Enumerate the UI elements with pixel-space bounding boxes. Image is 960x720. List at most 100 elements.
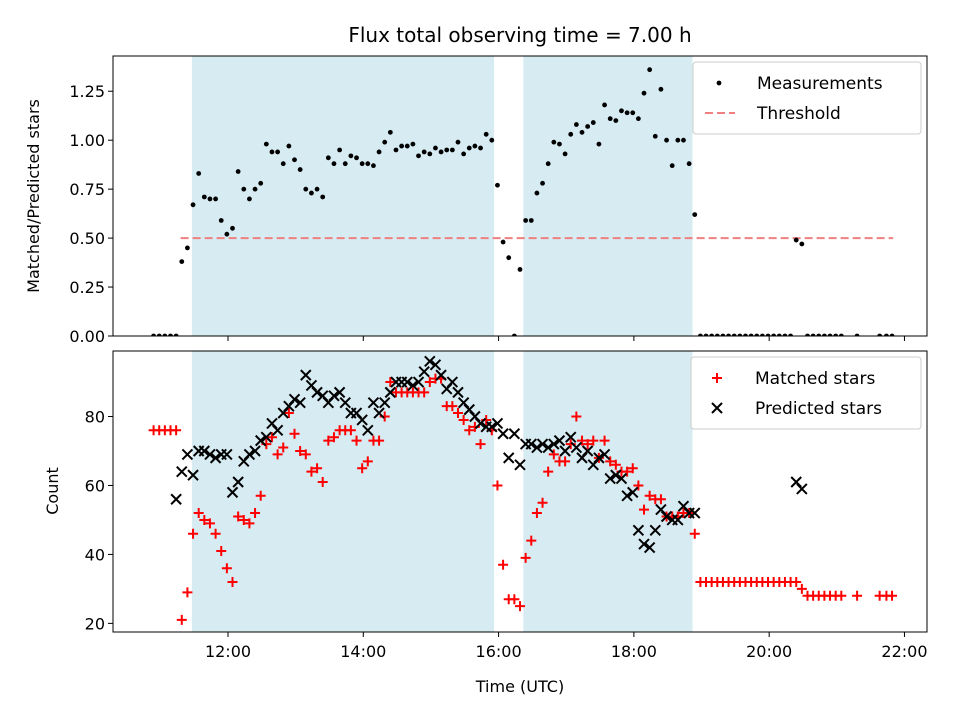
matched-stars-point xyxy=(605,456,616,467)
measurement-point xyxy=(218,218,224,223)
y-tick-label: 1.25 xyxy=(69,82,105,101)
legend-measurements-marker xyxy=(716,80,722,86)
predicted-stars-point xyxy=(542,441,554,454)
measurement-point xyxy=(449,147,455,153)
predicted-stars-point xyxy=(260,431,273,443)
predicted-stars-point xyxy=(491,417,504,430)
measurement-point xyxy=(354,155,359,161)
legend: Matched stars Predicted stars xyxy=(690,356,922,430)
predicted-stars-point xyxy=(508,428,521,440)
matched-stars-point xyxy=(266,432,277,443)
measurement-point xyxy=(630,110,636,116)
measurement-point xyxy=(726,333,731,336)
x-tick-label: 16:00 xyxy=(476,642,522,661)
matched-stars-point xyxy=(210,528,221,539)
predicted-stars-point xyxy=(249,445,261,457)
predicted-stars-point xyxy=(486,421,498,433)
predicted-stars-point xyxy=(638,538,650,550)
measurement-point xyxy=(692,212,698,218)
matched-stars-point xyxy=(887,590,898,601)
matched-stars-point xyxy=(577,435,588,446)
bottom-panel-xlabel: Time (UTC) xyxy=(475,677,564,696)
predicted-stars-point xyxy=(418,365,430,378)
predicted-stars-point xyxy=(559,445,571,457)
measurement-point xyxy=(833,333,839,336)
measurement-point xyxy=(731,333,737,336)
measurement-point xyxy=(517,267,523,272)
matched-stars-point xyxy=(204,518,215,529)
plot-area xyxy=(151,67,895,336)
x-tick-label: 22:00 xyxy=(881,642,927,661)
measurement-point xyxy=(213,196,218,202)
measurement-point xyxy=(168,333,173,336)
predicted-stars-point xyxy=(621,490,633,502)
observing-window-1 xyxy=(191,351,495,632)
measurement-point xyxy=(201,194,207,200)
matched-stars-point xyxy=(537,497,548,508)
measurement-point xyxy=(224,231,230,237)
predicted-stars-point xyxy=(294,397,306,409)
predicted-stars-point xyxy=(288,393,301,405)
matched-stars-point xyxy=(283,408,294,419)
predicted-stars-point xyxy=(429,359,442,371)
legend-label: Measurements xyxy=(757,74,883,94)
measurement-point xyxy=(720,333,726,336)
legend-box xyxy=(692,61,922,135)
measurement-point xyxy=(162,333,168,336)
measurement-point xyxy=(371,163,376,169)
predicted-stars-point xyxy=(271,424,284,437)
matched-stars-point xyxy=(295,445,306,456)
measurement-point xyxy=(793,237,799,243)
predicted-stars-point xyxy=(503,452,515,464)
predicted-stars-point xyxy=(339,397,351,409)
measurement-point xyxy=(641,90,647,96)
measurement-point xyxy=(838,333,844,336)
bottom-panel-ylabel: Count xyxy=(43,467,62,515)
y-tick-label: 1.00 xyxy=(69,131,105,150)
predicted-stars-point xyxy=(627,486,639,499)
measurement-point xyxy=(816,333,822,336)
predicted-stars-point xyxy=(412,376,425,388)
measurement-point xyxy=(151,333,156,336)
measurement-point xyxy=(376,149,382,155)
matched-stars-point xyxy=(244,518,255,529)
matched-stars-point xyxy=(526,535,537,546)
matched-stars-point xyxy=(599,435,610,446)
measurement-point xyxy=(438,149,444,155)
measurement-point xyxy=(461,151,467,157)
predicted-stars-point xyxy=(226,486,239,499)
predicted-stars-point xyxy=(401,376,413,388)
measurement-point xyxy=(179,259,185,264)
measurement-point xyxy=(523,218,529,223)
measurement-point xyxy=(196,171,202,176)
matched-stars-point xyxy=(312,463,323,474)
measurement-point xyxy=(382,139,388,145)
measurement-point xyxy=(337,147,343,153)
matched-stars-point xyxy=(317,477,328,488)
measurement-point xyxy=(230,225,235,231)
measurement-point xyxy=(393,147,399,153)
predicted-stars-point xyxy=(187,469,199,481)
predicted-stars-point xyxy=(643,541,656,554)
matched-stars-point xyxy=(300,449,311,460)
matched-stars-point xyxy=(221,563,232,574)
measurement-point xyxy=(568,131,574,137)
measurement-point xyxy=(495,182,500,188)
measurement-point xyxy=(207,196,213,202)
predicted-stars-point xyxy=(243,448,256,461)
measurement-point xyxy=(737,333,743,336)
measurement-point xyxy=(590,120,596,125)
measurement-point xyxy=(714,333,720,336)
matched-stars-point xyxy=(250,508,261,519)
measurement-point xyxy=(799,241,805,247)
measurement-point xyxy=(483,131,489,137)
measurement-point xyxy=(664,137,669,143)
measurement-point xyxy=(613,118,619,124)
predicted-stars-point xyxy=(300,369,312,381)
measurement-point xyxy=(252,186,258,192)
matched-stars-point xyxy=(374,435,385,446)
measurement-point xyxy=(342,161,348,167)
measurement-point xyxy=(478,145,483,151)
matched-stars-point xyxy=(193,508,204,519)
measurement-point xyxy=(263,141,269,147)
